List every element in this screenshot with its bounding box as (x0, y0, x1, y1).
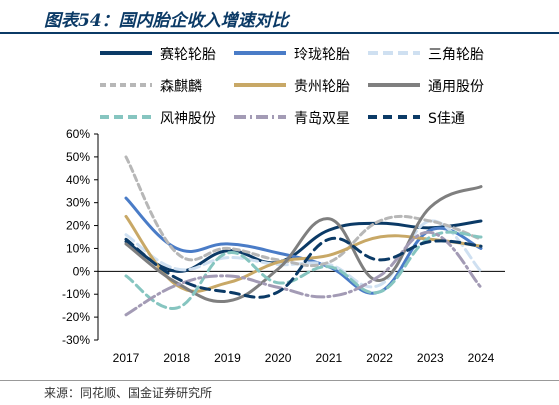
legend-item: 玲珑轮胎 (232, 42, 362, 64)
legend-swatch (100, 115, 152, 119)
legend-item: 风神股份 (98, 106, 228, 128)
legend-item: 三角轮胎 (366, 42, 496, 64)
legend-item: 森麒麟 (98, 74, 228, 96)
y-tick-label: 50% (66, 150, 90, 164)
y-tick-label: 10% (66, 241, 90, 255)
legend-item: 贵州轮胎 (232, 74, 362, 96)
legend-swatch (100, 83, 152, 87)
y-tick-label: 20% (66, 219, 90, 233)
source-divider (0, 380, 559, 381)
y-tick-label: -10% (62, 287, 90, 301)
legend-swatch (368, 83, 420, 87)
source-note: 来源：同花顺、国金证券研究所 (44, 386, 213, 400)
legend-item: 青岛双星 (232, 106, 362, 128)
legend-label: 贵州轮胎 (294, 79, 350, 95)
x-tick-label: 2023 (417, 351, 444, 365)
series-line (124, 236, 483, 299)
y-tick-label: -30% (62, 333, 90, 347)
series-line (124, 196, 483, 295)
legend-label: 青岛双星 (294, 111, 350, 127)
y-tick-label: 0% (73, 264, 91, 278)
series-line (124, 230, 483, 317)
x-tick-label: 2024 (468, 351, 495, 365)
title-bar: 图表54：国内胎企收入增速对比 (0, 0, 559, 34)
y-tick-label: 60% (66, 127, 90, 141)
series-line (124, 230, 483, 310)
legend-label: 三角轮胎 (428, 47, 484, 63)
legend-label: 风神股份 (160, 111, 216, 127)
legend-swatch (100, 51, 152, 55)
legend-swatch (234, 83, 286, 87)
y-tick-label: -20% (62, 310, 90, 324)
chart-legend: 赛轮轮胎 玲珑轮胎 三角轮胎森麒麟 贵州轮胎 通用股份风神股份 青岛双星 S佳通 (0, 40, 559, 140)
legend-label: 通用股份 (428, 79, 484, 95)
title-underline (0, 32, 559, 34)
x-tick-label: 2021 (316, 351, 343, 365)
series-line (124, 219, 483, 289)
x-tick-label: 2022 (366, 351, 393, 365)
legend-item: 赛轮轮胎 (98, 42, 228, 64)
series-line (124, 185, 483, 304)
x-tick-label: 2020 (265, 351, 292, 365)
y-tick-label: 40% (66, 173, 90, 187)
line-chart: 60% 50% 40% 30% 20% 10% 0% -10% -20% -30% 2017 2018… (62, 127, 505, 365)
legend-swatch (368, 51, 420, 55)
legend-swatch (234, 51, 286, 55)
chart-title: 图表54：国内胎企收入增速对比 (44, 11, 289, 31)
legend-swatch (234, 115, 286, 119)
legend-item: S佳通 (366, 106, 496, 128)
legend-label: 赛轮轮胎 (160, 47, 216, 63)
legend-label: S佳通 (428, 111, 465, 127)
x-tick-label: 2018 (163, 351, 190, 365)
y-tick-label: 30% (66, 196, 90, 210)
x-tick-label: 2019 (214, 351, 241, 365)
legend-item: 通用股份 (366, 74, 496, 96)
legend-label: 玲珑轮胎 (294, 47, 350, 63)
legend-label: 森麒麟 (160, 79, 202, 95)
x-tick-label: 2017 (113, 351, 140, 365)
legend-swatch (368, 115, 420, 119)
